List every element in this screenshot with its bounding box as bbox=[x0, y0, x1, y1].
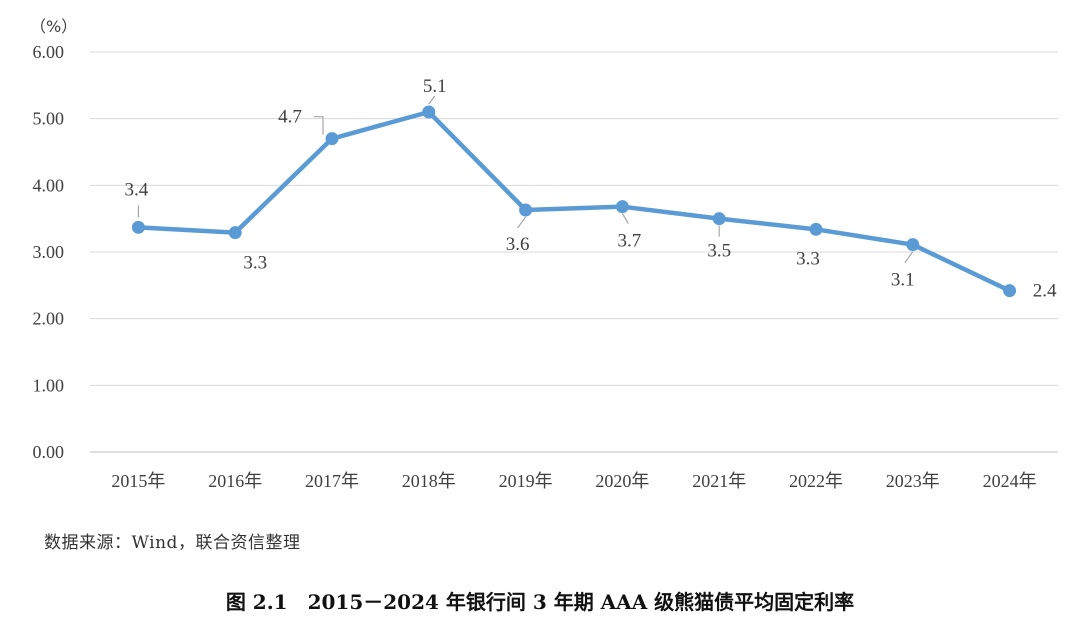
data-point bbox=[615, 200, 629, 214]
x-tick-label: 2020年 bbox=[595, 471, 649, 491]
series-line bbox=[136, 109, 1012, 293]
data-label: 3.5 bbox=[707, 241, 731, 262]
x-tick-label: 2024年 bbox=[983, 471, 1037, 491]
data-point bbox=[809, 222, 823, 236]
figure-caption: 图 2.1 2015－2024 年银行间 3 年期 AAA 级熊猫债平均固定利率 bbox=[225, 590, 855, 614]
label-leader-lines bbox=[137, 95, 914, 264]
y-tick-label: 5.00 bbox=[33, 109, 65, 129]
y-tick-label: 3.00 bbox=[33, 242, 65, 262]
data-points bbox=[131, 105, 1017, 298]
data-point bbox=[712, 212, 726, 226]
leader-line bbox=[621, 213, 629, 224]
data-point bbox=[906, 238, 920, 252]
x-tick-label: 2018年 bbox=[402, 471, 456, 491]
line-chart: （%） 0.001.002.003.004.005.006.00 2015年 20… bbox=[30, 17, 1058, 491]
x-tick-label: 2015年 bbox=[111, 471, 165, 491]
data-label: 3.1 bbox=[891, 270, 915, 291]
y-tick-label: 2.00 bbox=[33, 309, 65, 329]
data-source-note: 数据来源：Wind，联合资信整理 bbox=[44, 533, 301, 553]
y-tick-label: 6.00 bbox=[33, 42, 65, 62]
y-tick-label: 4.00 bbox=[33, 175, 65, 195]
data-point bbox=[1003, 284, 1017, 298]
data-label: 3.3 bbox=[243, 253, 267, 274]
data-point bbox=[422, 105, 436, 119]
data-labels: 3.4 3.3 4.7 5.1 3.6 3.7 3.5 3.3 3.1 2.4 bbox=[125, 76, 1057, 302]
data-point bbox=[519, 203, 533, 217]
gridlines bbox=[90, 51, 1058, 453]
data-label: 3.4 bbox=[125, 179, 149, 200]
leader-line bbox=[428, 95, 436, 105]
x-tick-label: 2017年 bbox=[305, 471, 359, 491]
x-tick-label: 2023年 bbox=[886, 471, 940, 491]
y-tick-label: 0.00 bbox=[33, 442, 65, 462]
leader-line bbox=[904, 251, 914, 264]
data-label: 4.7 bbox=[278, 107, 302, 128]
leader-line bbox=[314, 116, 324, 135]
data-point bbox=[131, 220, 145, 234]
data-label: 5.1 bbox=[423, 76, 447, 97]
x-tick-label: 2016年 bbox=[208, 471, 262, 491]
x-tick-label: 2021年 bbox=[692, 471, 746, 491]
x-tick-label: 2022年 bbox=[789, 471, 843, 491]
data-label: 2.4 bbox=[1033, 281, 1057, 302]
data-point bbox=[228, 226, 242, 240]
y-axis-ticks: 0.00 1.00 2.00 3.00 4.00 5.00 6.00 bbox=[33, 42, 65, 462]
y-tick-label: 1.00 bbox=[33, 375, 65, 395]
data-point bbox=[325, 132, 339, 146]
data-label: 3.3 bbox=[796, 248, 820, 269]
series-polyline bbox=[136, 109, 1012, 293]
leader-line bbox=[517, 216, 527, 229]
x-axis-ticks: 2015年 2016年 2017年 2018年 2019年 2020年 2021年 2022年… bbox=[111, 471, 1036, 491]
x-tick-label: 2019年 bbox=[499, 471, 553, 491]
data-label: 3.6 bbox=[506, 234, 530, 255]
y-axis-unit-label: （%） bbox=[30, 17, 77, 36]
data-label: 3.7 bbox=[618, 231, 642, 252]
